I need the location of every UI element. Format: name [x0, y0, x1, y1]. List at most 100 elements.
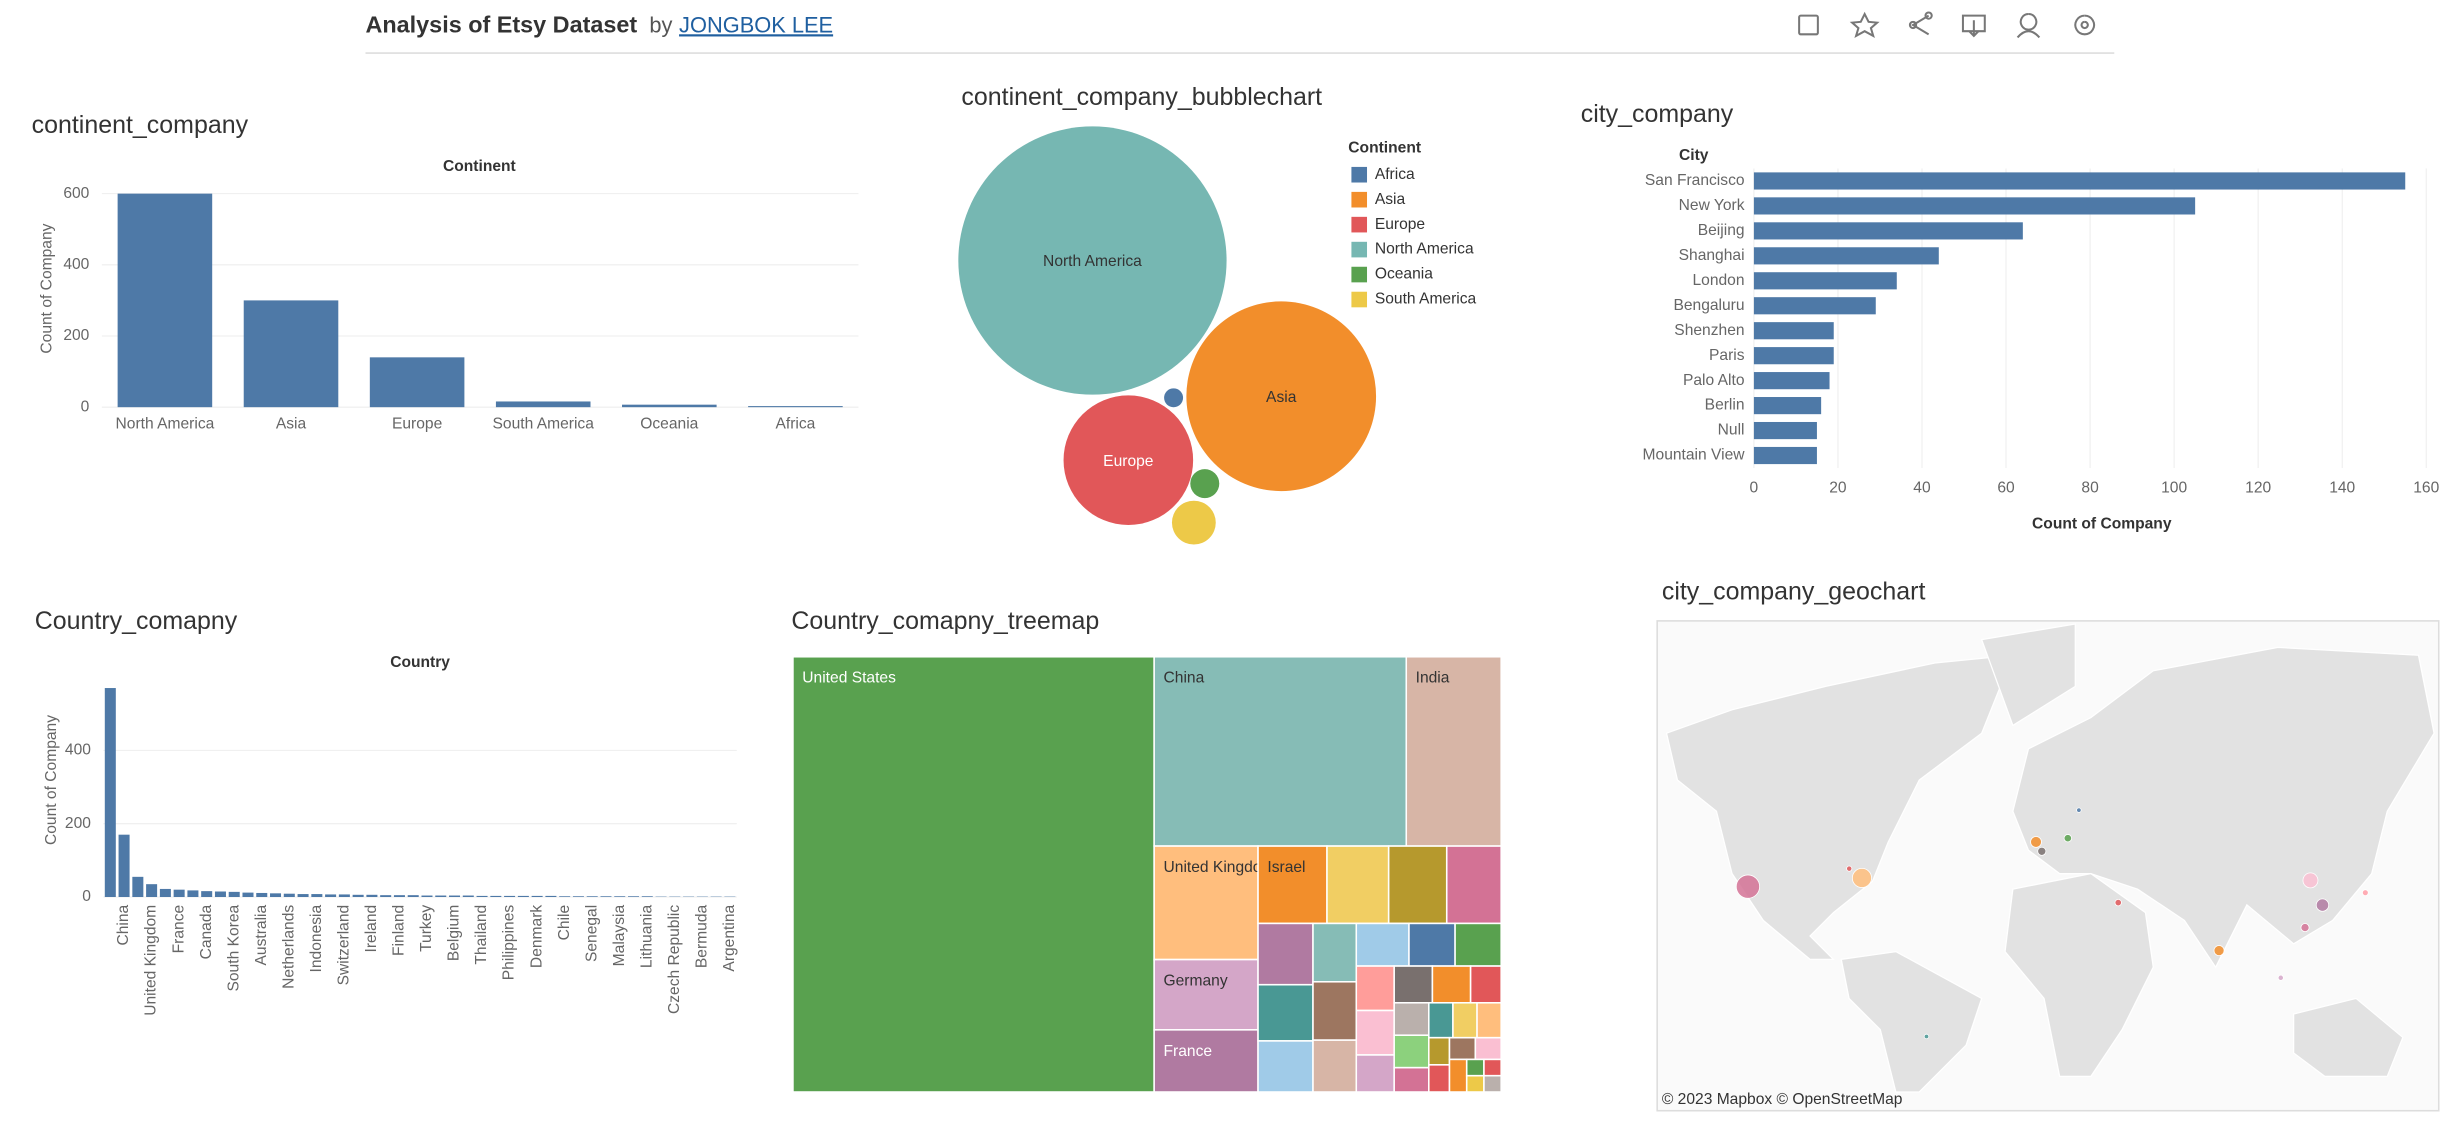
x-tick-label: South America [492, 415, 594, 432]
treemap-cell [1452, 1002, 1478, 1039]
bar [1753, 297, 1876, 315]
city-point [2315, 898, 2330, 912]
city-point [2213, 945, 2225, 957]
treemap-cell [1428, 1064, 1451, 1093]
map-attribution: © 2023 Mapbox © OpenStreetMap [1662, 1091, 1903, 1108]
city-point [1851, 867, 1872, 888]
x-tick-label: Belgium [446, 905, 463, 961]
toolbar [1798, 11, 2096, 39]
city-point [2037, 846, 2047, 856]
x-tick-label: Asia [276, 415, 307, 432]
treemap-cell [1431, 965, 1472, 1004]
treemap-label: Israel [1267, 859, 1305, 876]
treemap-cell [1448, 1036, 1477, 1061]
bubble-label: North America [1043, 253, 1142, 270]
bar [338, 894, 350, 897]
city-point [1735, 874, 1760, 899]
bar [366, 894, 378, 897]
bar [256, 892, 268, 897]
city-point [2114, 899, 2122, 907]
profile-icon[interactable] [2016, 13, 2041, 39]
bar [297, 894, 309, 897]
x-tick-label: Finland [391, 905, 408, 956]
x-tick-label: Philippines [501, 905, 518, 981]
bubble [958, 126, 1227, 395]
y-tick-label: 600 [63, 185, 89, 202]
treemap-cell [1483, 1074, 1502, 1093]
bubble-label: Europe [1103, 453, 1153, 470]
bar [586, 896, 598, 897]
treemap-cell [1153, 845, 1259, 961]
bar [531, 895, 543, 897]
chart-title: Country_comapny_treemap [791, 607, 1099, 635]
author-link[interactable]: JONGBOK LEE [679, 12, 833, 37]
y-tick-label: Shenzhen [1674, 322, 1744, 339]
bar [325, 894, 337, 897]
bar [476, 895, 488, 897]
treemap-label: United States [802, 670, 896, 687]
legend-label: North America [1375, 241, 1474, 258]
treemap-cell [1476, 1002, 1502, 1039]
bar [146, 884, 158, 897]
city-point [2361, 889, 2369, 896]
settings-icon[interactable] [2074, 14, 2096, 36]
bar [214, 891, 226, 897]
x-tick-label: 80 [2081, 479, 2099, 496]
favorite-icon[interactable] [1849, 11, 1880, 38]
legend-label: South America [1375, 291, 1477, 308]
treemap-cell [1326, 845, 1390, 925]
download-icon[interactable] [1961, 14, 1986, 38]
x-tick-label: North America [116, 415, 215, 432]
city-point [1923, 1033, 1930, 1040]
x-tick-label: France [170, 905, 187, 954]
city-point [2277, 974, 2284, 981]
bar [1753, 222, 2023, 240]
land [1840, 950, 1983, 1093]
x-tick-label: Indonesia [308, 904, 325, 972]
x-tick-label: 120 [2245, 479, 2271, 496]
treemap-label: Germany [1164, 973, 1228, 990]
city-point [2076, 807, 2082, 813]
chart-title: city_company [1581, 100, 1734, 128]
bar [1753, 272, 1897, 290]
treemap-label: India [1416, 670, 1450, 687]
bar [159, 888, 171, 897]
treemap-cell [1393, 1002, 1430, 1037]
chart-title: Country_comapny [35, 607, 238, 635]
bar [622, 404, 717, 408]
legend-label: Oceania [1375, 266, 1433, 283]
treemap-cell [1469, 965, 1502, 1004]
bubble-label: Asia [1266, 389, 1297, 406]
y-tick-label: San Francisco [1645, 172, 1745, 189]
column-header: Country [390, 654, 450, 671]
bar [1753, 247, 1939, 265]
treemap-cell [1408, 922, 1456, 967]
treemap-cell [1153, 1029, 1259, 1093]
chart-title: continent_company [32, 111, 249, 139]
treemap-cell [1257, 983, 1314, 1042]
x-tick-label: Thailand [473, 905, 490, 965]
x-tick-label: Europe [392, 415, 442, 432]
treemap-cell [1393, 965, 1434, 1004]
city-point [2063, 834, 2072, 843]
y-tick-label: 200 [65, 815, 91, 832]
land [2004, 872, 2154, 1078]
share-icon[interactable] [1908, 11, 1933, 36]
edit-icon[interactable] [1798, 14, 1819, 36]
treemap-cell [1445, 845, 1502, 925]
bar [495, 401, 591, 408]
y-tick-label: 0 [82, 888, 91, 905]
treemap-cell [1257, 922, 1314, 986]
treemap-cell [1393, 1066, 1430, 1093]
bar [201, 891, 213, 897]
bar [1753, 347, 1834, 365]
x-tick-label: Canada [198, 904, 215, 959]
bar [1753, 421, 1817, 440]
x-tick-label: Netherlands [280, 905, 297, 989]
land [1980, 623, 2076, 727]
treemap-cell [1312, 922, 1358, 983]
treemap-cell [1257, 845, 1328, 925]
bar [132, 876, 144, 897]
bubble [1063, 395, 1194, 525]
